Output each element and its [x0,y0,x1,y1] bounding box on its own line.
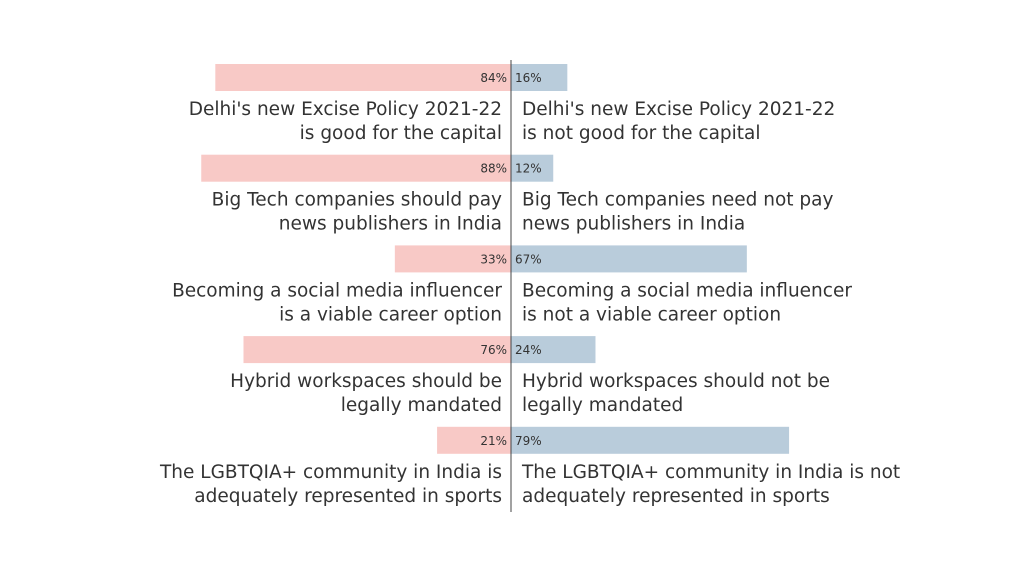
bar-disagree [511,426,790,454]
statement-disagree-line: Hybrid workspaces should not be [522,371,830,392]
statement-agree-line: is good for the capital [300,123,502,144]
labels-layer: 84% 16% Delhi's new Excise Policy 2021-22 i… [159,71,900,507]
statement-disagree-line: is not a viable career option [522,304,781,325]
bar-value-label-disagree: 67% [515,252,542,266]
statement-agree-line: The LGBTQIA+ community in India is [159,462,502,483]
statement-disagree-line: legally mandated [522,395,683,416]
bar-disagree [511,154,554,182]
bar-value-label-disagree: 24% [515,343,542,357]
bar-value-label-agree: 33% [480,252,507,266]
bar-agree [215,64,511,91]
statement-agree-line: news publishers in India [279,214,502,235]
bar-value-label-agree: 88% [480,162,507,176]
statement-agree-line: Big Tech companies should pay [212,190,502,211]
statement-agree-line: Delhi's new Excise Policy 2021-22 [189,99,502,120]
statement-disagree-line: adequately represented in sports [522,486,830,507]
statement-agree-line: legally mandated [341,395,502,416]
bar-agree [437,426,511,454]
statement-disagree-line: Becoming a social media influencer [522,280,852,301]
bar-value-label-agree: 76% [480,343,507,357]
statement-disagree-line: Delhi's new Excise Policy 2021-22 [522,99,835,120]
statement-agree-line: is a viable career option [279,304,502,325]
bar-value-label-disagree: 12% [515,162,542,176]
statement-disagree-line: Big Tech companies need not pay [522,190,833,211]
statement-disagree-line: news publishers in India [522,214,745,235]
bar-agree [243,336,512,364]
bar-value-label-agree: 21% [480,434,507,448]
bar-agree [394,245,511,273]
bar-disagree [511,245,747,273]
bar-disagree [511,336,596,364]
statement-disagree-line: is not good for the capital [522,123,761,144]
statement-agree-line: adequately represented in sports [194,486,502,507]
statement-agree-line: Hybrid workspaces should be [230,371,502,392]
bar-value-label-disagree: 79% [515,434,542,448]
bars-layer [201,64,790,454]
bar-value-label-agree: 84% [480,71,507,85]
statement-disagree-line: The LGBTQIA+ community in India is not [521,462,900,483]
bar-disagree [511,64,568,91]
statement-agree-line: Becoming a social media influencer [172,280,502,301]
bar-agree [201,154,512,182]
bar-value-label-disagree: 16% [515,71,542,85]
